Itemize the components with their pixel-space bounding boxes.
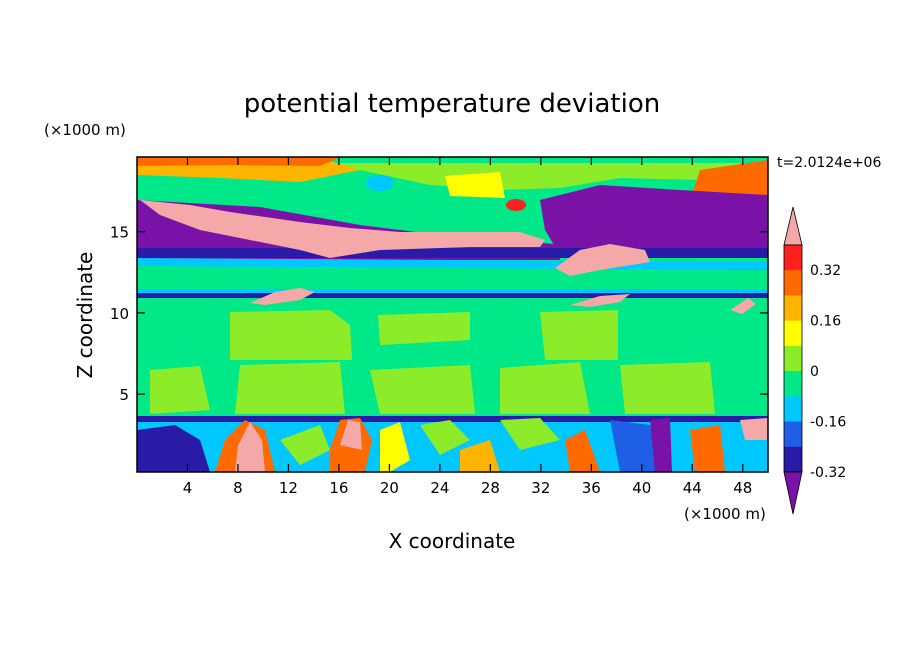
x-tick-label: 48 [733, 479, 752, 497]
time-label: t=2.0124e+06 [777, 155, 881, 171]
x-tick-label: 32 [531, 479, 550, 497]
y-tick-label: 5 [119, 386, 129, 404]
colorbar-label: -0.16 [810, 415, 846, 431]
mid-green-block-1 [230, 310, 352, 360]
y-tick-label: 15 [110, 224, 129, 242]
blue-layer-z11 [137, 293, 768, 298]
mid-green-block-6 [370, 365, 475, 414]
boundary-purple [650, 418, 672, 472]
pink-patch-z11-far [730, 298, 756, 314]
y-unit-label: (×1000 m) [44, 121, 126, 139]
colorbar-bin [784, 396, 802, 423]
boundary-green-1 [280, 425, 330, 465]
x-unit-label: (×1000 m) [684, 505, 766, 523]
mid-green-block-7 [500, 362, 590, 414]
mid-green-block-8 [620, 362, 715, 414]
pink-right-blob [555, 244, 650, 276]
boundary-top-blue [137, 416, 768, 422]
boundary-blue-right [610, 420, 660, 472]
pink-patch-z11-right [570, 294, 630, 307]
plot-area [137, 157, 768, 472]
x-tick-label: 40 [632, 479, 651, 497]
boundary-pink-right [740, 418, 768, 440]
purple-right-dome [540, 185, 768, 258]
cyan-eddy [366, 175, 394, 191]
x-tick-label: 4 [183, 479, 193, 497]
boundary-red [565, 430, 600, 472]
colorbar-bin [784, 371, 802, 397]
x-tick-label: 24 [430, 479, 449, 497]
x-tick-label: 8 [233, 479, 243, 497]
colorbar-label: -0.32 [810, 465, 846, 481]
pink-patch-z11-left [250, 288, 315, 305]
pink-upper-ribbon [140, 200, 545, 258]
colorbar-label: 0.32 [810, 263, 841, 279]
colorbar-label: 0.16 [810, 314, 841, 330]
x-tick-label: 36 [582, 479, 601, 497]
boundary-plume-2-pink [340, 420, 362, 450]
colorbar-bin [784, 270, 802, 296]
colorbar-label: 0 [810, 364, 819, 380]
mid-green-block-5 [235, 362, 345, 414]
x-axis-title: X coordinate [389, 529, 516, 553]
chart-title: potential temperature deviation [244, 89, 660, 119]
boundary-orange-right [690, 425, 725, 472]
colorbar-arrow-high [783, 206, 803, 246]
colorbar-bin [784, 245, 802, 271]
colorbar-bin [784, 345, 802, 372]
x-tick-label: 44 [683, 479, 702, 497]
colorbar-arrow-low [783, 471, 803, 515]
x-tick-label: 20 [380, 479, 399, 497]
y-axis-title: Z coordinate [73, 252, 97, 379]
yellow-patch [445, 172, 505, 198]
mid-green-block-3 [540, 310, 618, 360]
colorbar-bin [784, 421, 802, 448]
red-eddy [506, 199, 526, 211]
boundary-green-3 [500, 418, 560, 450]
boundary-green-2 [420, 420, 470, 455]
x-tick-label: 28 [481, 479, 500, 497]
mid-green-block-2 [378, 312, 470, 345]
boundary-blue-left [137, 425, 210, 472]
mid-green-block-4 [150, 366, 210, 414]
x-tick-label: 16 [329, 479, 348, 497]
plot-frame [136, 156, 769, 473]
colorbar: 0.32 0.16 0 -0.16 -0.32 [783, 206, 846, 515]
colorbar-bin [784, 320, 802, 347]
upper-right-warm [690, 160, 768, 200]
boundary-yellow [380, 422, 410, 472]
y-tick-label: 10 [110, 305, 129, 323]
y-axis: 5 10 15 [110, 224, 768, 404]
blue-band-upper [137, 248, 768, 258]
x-axis: 4 8 12 16 20 24 28 32 36 40 44 48 [183, 157, 752, 497]
colorbar-bin [784, 295, 802, 322]
boundary-plume-pink [235, 422, 265, 472]
colorbar-bin [784, 446, 802, 473]
cyan-layer-z11 [137, 289, 768, 293]
x-tick-label: 12 [279, 479, 298, 497]
